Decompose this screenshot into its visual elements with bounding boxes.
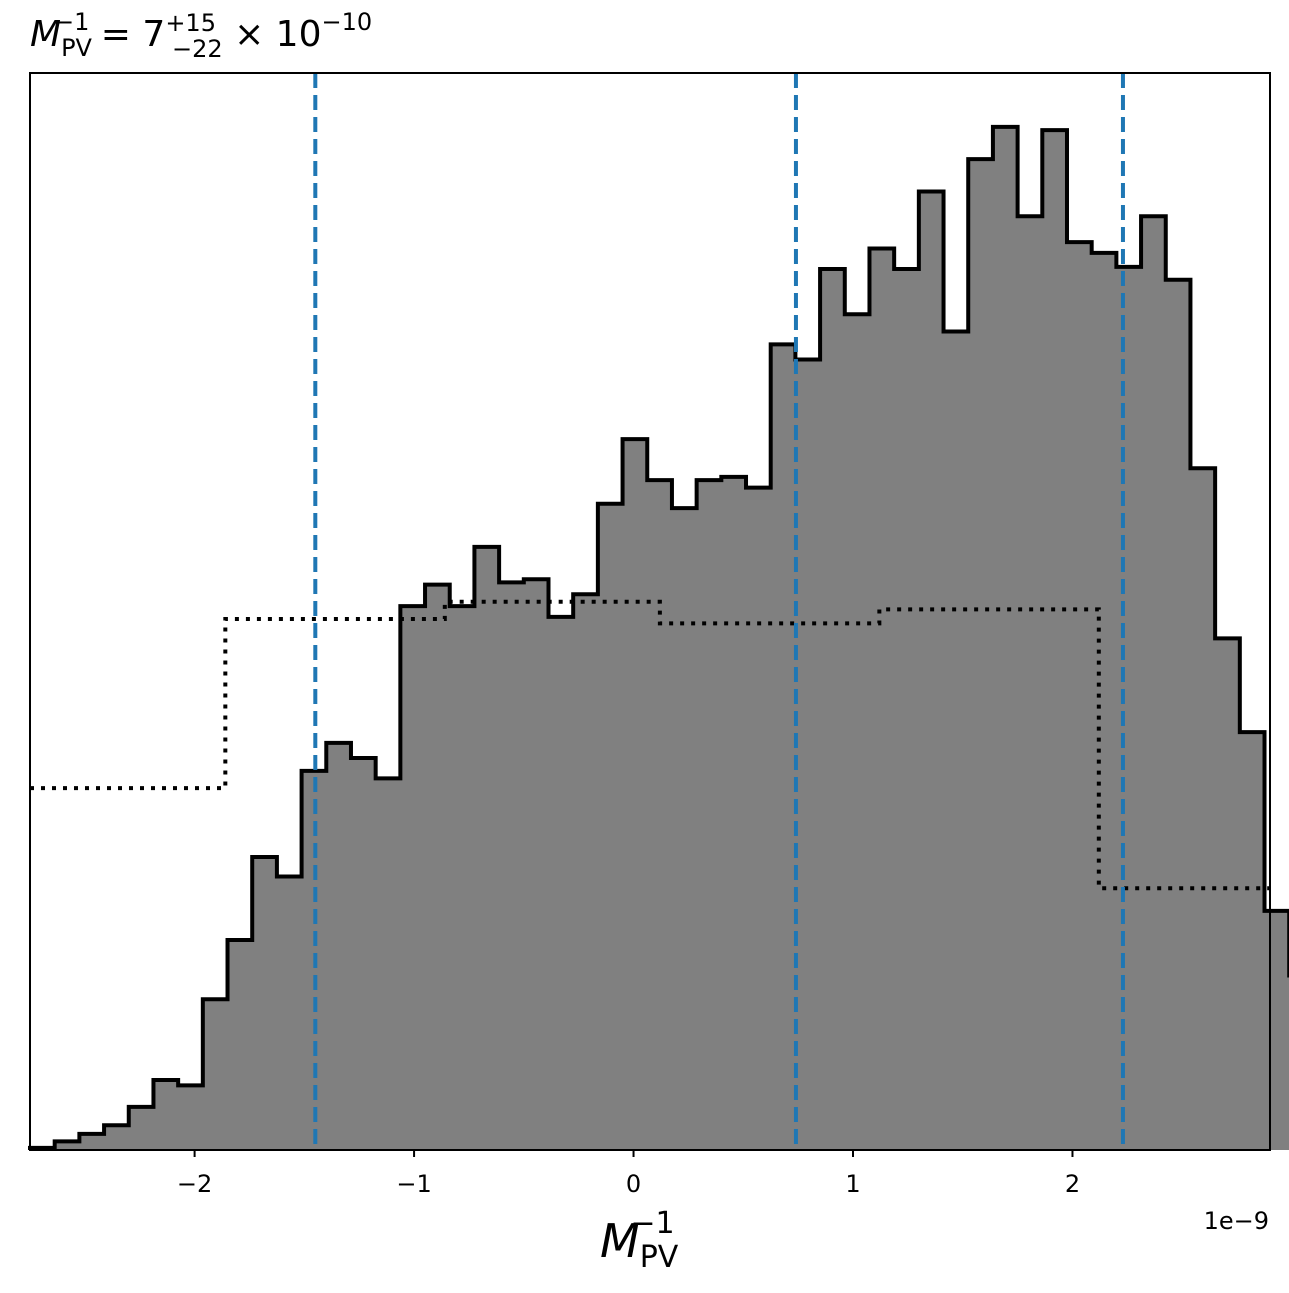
histogram-bar [104,1125,130,1150]
axes-frame [29,72,1271,1151]
histogram-bar [548,616,574,1150]
histogram-bar [375,778,401,1150]
histogram-bar [869,248,895,1150]
x-tick-label: −2 [177,1170,212,1198]
histogram-bar [1141,216,1167,1151]
plot-area [28,73,1289,1151]
histogram-bar [1190,468,1216,1150]
histogram-bar [721,476,747,1150]
histogram-bar [1066,242,1093,1151]
histogram-bar [894,269,920,1150]
histogram-bar [992,126,1019,1151]
x-tick-label: 1 [845,1170,860,1198]
histogram-bar [573,594,599,1150]
histogram-bar [276,876,303,1150]
histogram-bar [1165,279,1192,1150]
histogram-bar [968,159,994,1150]
title-error-upper: +15 [165,9,216,37]
histogram-bar [647,480,673,1151]
histogram-bar [1116,266,1142,1150]
histogram-bar [425,584,451,1150]
xlabel-subscript: PV [640,1240,679,1275]
histogram-outline [28,124,1289,1150]
histogram-bar [795,359,821,1150]
title-superscript: −1 [54,8,89,36]
histogram-bar [696,480,722,1151]
histogram-bar [499,582,525,1150]
title-value: = 7 [89,14,165,55]
x-axis-label: MPV−1 [600,1206,679,1275]
histogram-bar [671,508,698,1150]
histogram-bar [523,579,550,1150]
histogram-bar [350,757,377,1150]
histogram-bar [943,331,969,1151]
title-error-lower: −22 [172,35,223,63]
histogram-bar [449,606,476,1150]
histogram-bar [597,503,624,1150]
histogram-bar [1215,638,1241,1150]
offset-text: 1e−9 [1204,1207,1269,1235]
histogram-bar [746,487,772,1150]
histogram-bar [79,1133,105,1150]
histogram-bar [622,439,648,1150]
histogram-bar [54,1141,80,1150]
histogram-bar [128,1106,155,1150]
histogram-bar [1017,216,1043,1151]
histogram-bar [770,344,796,1150]
histogram-bar [178,1085,204,1150]
histogram-bar [153,1079,179,1150]
histogram-bar [1042,130,1068,1150]
x-tick-label: 0 [626,1170,641,1198]
histogram-bar [1091,252,1117,1150]
title-symbol: M [30,14,61,55]
histogram-bar [227,939,253,1150]
x-tick-label: −1 [396,1170,431,1198]
histogram-bar [326,742,352,1150]
histogram-bar [918,191,945,1151]
histogram-bar [400,606,426,1150]
histogram-bar [1239,732,1266,1150]
xlabel-superscript: −1 [630,1206,674,1241]
chart-title: MPV−1 = 7+15 −22 × 10−10 [30,8,372,63]
title-times: × 10 [223,14,322,55]
x-axis-ticks: −2 −1 0 1 2 [177,1150,1080,1198]
prior-step-line [30,599,1270,891]
xlabel-symbol: M [600,1214,640,1268]
histogram-bar [844,314,871,1150]
histogram-bar [474,546,500,1150]
x-tick-label: 2 [1065,1170,1080,1198]
title-exponent: −10 [321,8,372,36]
histogram-bar [252,857,278,1150]
histogram-bar [820,269,846,1150]
histogram-bar [1264,910,1289,1150]
histogram-bar [202,999,229,1150]
title-subscript: PV [61,34,92,62]
